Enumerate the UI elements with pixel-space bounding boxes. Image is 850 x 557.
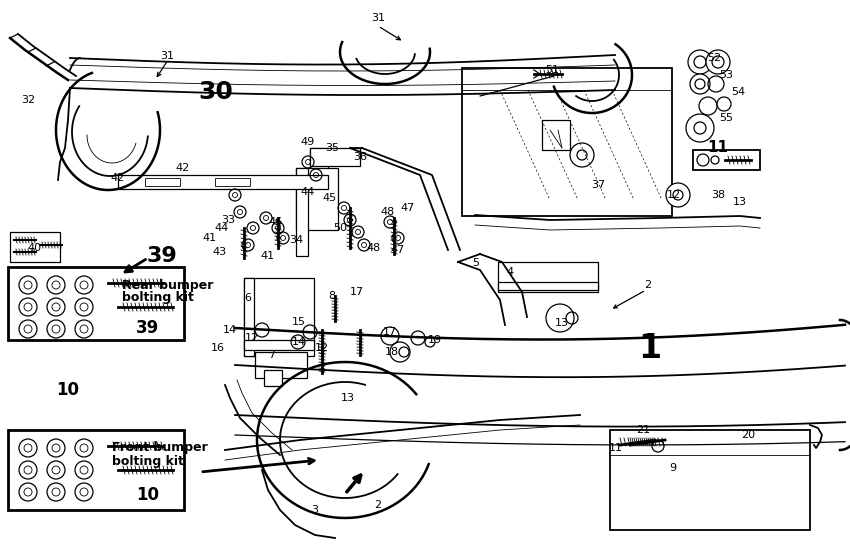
Text: 35: 35 xyxy=(325,143,339,153)
Text: 54: 54 xyxy=(731,87,745,97)
Bar xyxy=(310,148,360,166)
Text: 32: 32 xyxy=(21,95,35,105)
Bar xyxy=(310,148,328,208)
Bar xyxy=(244,278,314,356)
Text: 49: 49 xyxy=(301,137,315,147)
Text: 46: 46 xyxy=(269,217,283,227)
Text: Front bumper: Front bumper xyxy=(112,442,207,455)
Text: 18: 18 xyxy=(385,347,399,357)
Text: 15: 15 xyxy=(292,317,306,327)
Text: 2: 2 xyxy=(644,280,652,290)
Text: 37: 37 xyxy=(591,180,605,190)
Text: bolting kit: bolting kit xyxy=(112,456,184,468)
Text: 1: 1 xyxy=(638,331,661,364)
Bar xyxy=(215,178,250,186)
Circle shape xyxy=(666,183,690,207)
Text: 10: 10 xyxy=(56,381,80,399)
Bar xyxy=(244,340,314,350)
Bar xyxy=(542,120,570,150)
Text: 7: 7 xyxy=(269,350,275,360)
Bar xyxy=(118,175,328,189)
Text: 53: 53 xyxy=(719,70,733,80)
Text: 13: 13 xyxy=(341,393,355,403)
Text: 11: 11 xyxy=(609,443,623,453)
Text: 5: 5 xyxy=(473,258,479,268)
Text: 44: 44 xyxy=(215,223,230,233)
Bar xyxy=(498,282,598,290)
Bar xyxy=(610,430,810,530)
Bar xyxy=(8,430,184,510)
Bar xyxy=(244,278,254,356)
Text: 17: 17 xyxy=(350,287,364,297)
Text: 40: 40 xyxy=(28,243,42,253)
Text: 48: 48 xyxy=(367,243,381,253)
Text: 44: 44 xyxy=(301,187,315,197)
Bar xyxy=(498,262,598,292)
Circle shape xyxy=(690,74,710,94)
Circle shape xyxy=(686,114,714,142)
Text: 50: 50 xyxy=(333,223,347,233)
Text: 14: 14 xyxy=(292,337,306,347)
Bar xyxy=(462,68,672,216)
Text: bolting kit: bolting kit xyxy=(122,291,194,305)
Text: 41: 41 xyxy=(261,251,275,261)
Text: 13: 13 xyxy=(733,197,747,207)
Text: 47: 47 xyxy=(401,203,415,213)
Text: 38: 38 xyxy=(711,190,725,200)
Text: 39: 39 xyxy=(147,246,178,266)
Text: 8: 8 xyxy=(328,291,336,301)
Text: 42: 42 xyxy=(176,163,190,173)
Text: 21: 21 xyxy=(636,425,650,435)
Bar xyxy=(10,232,60,262)
Text: 17: 17 xyxy=(383,327,397,337)
Bar xyxy=(8,267,184,340)
Bar xyxy=(296,168,308,256)
Text: 11: 11 xyxy=(707,140,728,155)
Bar xyxy=(693,150,760,170)
Text: 10: 10 xyxy=(137,486,160,504)
Text: 16: 16 xyxy=(211,343,225,353)
Text: 42: 42 xyxy=(110,173,125,183)
Text: 3: 3 xyxy=(311,505,319,515)
Bar xyxy=(264,370,282,386)
Text: 12: 12 xyxy=(667,190,681,200)
Text: 9: 9 xyxy=(670,463,677,473)
Text: 12: 12 xyxy=(315,343,329,353)
Text: 34: 34 xyxy=(289,235,303,245)
Circle shape xyxy=(706,50,730,74)
Text: 48: 48 xyxy=(381,207,395,217)
Text: 2: 2 xyxy=(375,500,382,510)
Text: 12: 12 xyxy=(245,333,259,343)
Text: 51: 51 xyxy=(545,65,559,75)
Text: 33: 33 xyxy=(221,215,235,225)
Text: 55: 55 xyxy=(719,113,733,123)
Bar xyxy=(255,352,307,378)
Text: 31: 31 xyxy=(160,51,174,61)
Text: 52: 52 xyxy=(707,53,721,63)
Text: 36: 36 xyxy=(353,152,367,162)
Text: 4: 4 xyxy=(507,267,513,277)
Text: 43: 43 xyxy=(213,247,227,257)
Text: 20: 20 xyxy=(741,430,755,440)
Text: Rear bumper: Rear bumper xyxy=(122,278,213,291)
Text: 39: 39 xyxy=(136,319,160,337)
Text: 19: 19 xyxy=(428,335,442,345)
Circle shape xyxy=(688,50,712,74)
Text: 6: 6 xyxy=(245,293,252,303)
Circle shape xyxy=(570,143,594,167)
Text: 45: 45 xyxy=(323,193,337,203)
Text: 14: 14 xyxy=(223,325,237,335)
Text: 47: 47 xyxy=(391,245,405,255)
Text: 41: 41 xyxy=(203,233,217,243)
Text: 30: 30 xyxy=(198,80,233,104)
Text: 13: 13 xyxy=(555,318,569,328)
Text: 31: 31 xyxy=(371,13,385,23)
Bar xyxy=(145,178,180,186)
Bar xyxy=(296,168,338,230)
